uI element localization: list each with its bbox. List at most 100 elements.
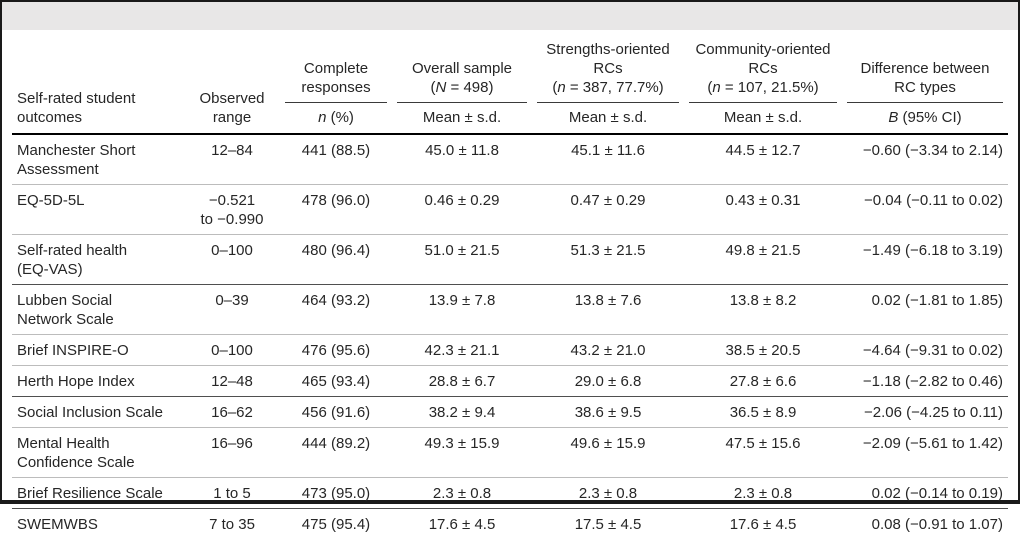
- cell-complete-n: 444 (89.2): [280, 428, 392, 478]
- cell-community-mean: 17.6 ± 4.5: [684, 509, 842, 539]
- table-frame: Self-rated student outcomes Observed ran…: [0, 0, 1020, 504]
- header-overall-group: Overall sample (N = 498): [397, 59, 527, 103]
- cell-community-mean: 0.43 ± 0.31: [684, 185, 842, 235]
- cell-strengths-mean: 49.6 ± 15.9: [532, 428, 684, 478]
- cell-overall-mean: 45.0 ± 11.8: [392, 134, 532, 185]
- header-complete-responses: Complete responses n (%): [280, 34, 392, 134]
- cell-outcome: Social Inclusion Scale: [12, 397, 184, 428]
- cell-complete-n: 464 (93.2): [280, 285, 392, 335]
- cell-difference-b: −0.60 (−3.34 to 2.14): [842, 134, 1008, 185]
- cell-strengths-mean: 45.1 ± 11.6: [532, 134, 684, 185]
- cell-range: −0.521 to −0.990: [184, 185, 280, 235]
- cell-complete-n: 478 (96.0): [280, 185, 392, 235]
- header-outcomes: Self-rated student outcomes: [12, 34, 184, 134]
- header-outcomes-label: Self-rated student outcomes: [17, 89, 179, 133]
- cell-outcome: Manchester Short Assessment: [12, 134, 184, 185]
- cell-overall-mean: 0.46 ± 0.29: [392, 185, 532, 235]
- table-row-social-inclusion: Social Inclusion Scale 16–62 456 (91.6) …: [12, 397, 1008, 428]
- header-community-paren: (n = 107, 21.5%): [689, 78, 837, 97]
- header-overall-paren: (N = 498): [397, 78, 527, 97]
- header-observed-range: Observed range: [184, 34, 280, 134]
- table-container: Self-rated student outcomes Observed ran…: [2, 30, 1018, 539]
- table-row-brief-resilience: Brief Resilience Scale 1 to 5 473 (95.0)…: [12, 478, 1008, 509]
- cell-difference-b: −1.18 (−2.82 to 0.46): [842, 366, 1008, 397]
- cell-overall-mean: 38.2 ± 9.4: [392, 397, 532, 428]
- cell-range: 7 to 35: [184, 509, 280, 539]
- cell-strengths-mean: 29.0 ± 6.8: [532, 366, 684, 397]
- cell-outcome: Brief INSPIRE-O: [12, 335, 184, 366]
- cell-difference-b: 0.02 (−1.81 to 1.85): [842, 285, 1008, 335]
- cell-community-mean: 36.5 ± 8.9: [684, 397, 842, 428]
- header-observed-range-label: Observed range: [189, 89, 275, 133]
- table-row-self-rated-health: Self-rated health (EQ-VAS) 0–100 480 (96…: [12, 235, 1008, 285]
- cell-complete-n: 456 (91.6): [280, 397, 392, 428]
- cell-difference-b: 0.02 (−0.14 to 0.19): [842, 478, 1008, 509]
- cell-community-mean: 27.8 ± 6.6: [684, 366, 842, 397]
- cell-outcome: Brief Resilience Scale: [12, 478, 184, 509]
- header-strengths-paren: (n = 387, 77.7%): [537, 78, 679, 97]
- cell-complete-n: 480 (96.4): [280, 235, 392, 285]
- header-complete-sub: n (%): [285, 103, 387, 133]
- cell-range: 16–96: [184, 428, 280, 478]
- cell-strengths-mean: 43.2 ± 21.0: [532, 335, 684, 366]
- cell-complete-n: 465 (93.4): [280, 366, 392, 397]
- cell-strengths-mean: 0.47 ± 0.29: [532, 185, 684, 235]
- outcomes-table: Self-rated student outcomes Observed ran…: [12, 34, 1008, 539]
- header-difference-group: Difference between RC types: [847, 59, 1003, 103]
- cell-range: 0–39: [184, 285, 280, 335]
- top-gray-band: [2, 2, 1018, 30]
- cell-range: 0–100: [184, 335, 280, 366]
- cell-community-mean: 38.5 ± 20.5: [684, 335, 842, 366]
- cell-outcome: Mental Health Confidence Scale: [12, 428, 184, 478]
- cell-strengths-mean: 38.6 ± 9.5: [532, 397, 684, 428]
- header-community-group: Community-oriented RCs (n = 107, 21.5%): [689, 40, 837, 103]
- cell-community-mean: 47.5 ± 15.6: [684, 428, 842, 478]
- cell-outcome: EQ-5D-5L: [12, 185, 184, 235]
- header-strengths-rcs: Strengths-oriented RCs (n = 387, 77.7%) …: [532, 34, 684, 134]
- cell-overall-mean: 17.6 ± 4.5: [392, 509, 532, 539]
- table-row-herth: Herth Hope Index 12–48 465 (93.4) 28.8 ±…: [12, 366, 1008, 397]
- cell-difference-b: −2.06 (−4.25 to 0.11): [842, 397, 1008, 428]
- cell-overall-mean: 49.3 ± 15.9: [392, 428, 532, 478]
- cell-range: 0–100: [184, 235, 280, 285]
- cell-strengths-mean: 51.3 ± 21.5: [532, 235, 684, 285]
- header-difference-sub: B (95% CI): [847, 103, 1003, 133]
- cell-difference-b: −1.49 (−6.18 to 3.19): [842, 235, 1008, 285]
- cell-outcome: Herth Hope Index: [12, 366, 184, 397]
- cell-outcome: Lubben Social Network Scale: [12, 285, 184, 335]
- header-overall-sample: Overall sample (N = 498) Mean ± s.d.: [392, 34, 532, 134]
- cell-strengths-mean: 2.3 ± 0.8: [532, 478, 684, 509]
- table-row-lubben: Lubben Social Network Scale 0–39 464 (93…: [12, 285, 1008, 335]
- table-row-swemwbs: SWEMWBS 7 to 35 475 (95.4) 17.6 ± 4.5 17…: [12, 509, 1008, 539]
- header-difference: Difference between RC types B (95% CI): [842, 34, 1008, 134]
- cell-outcome: Self-rated health (EQ-VAS): [12, 235, 184, 285]
- cell-complete-n: 441 (88.5): [280, 134, 392, 185]
- cell-difference-b: −0.04 (−0.11 to 0.02): [842, 185, 1008, 235]
- header-strengths-sub: Mean ± s.d.: [537, 103, 679, 133]
- cell-range: 12–84: [184, 134, 280, 185]
- header-strengths-group: Strengths-oriented RCs (n = 387, 77.7%): [537, 40, 679, 103]
- header-row: Self-rated student outcomes Observed ran…: [12, 34, 1008, 134]
- table-row-mental-health-confidence: Mental Health Confidence Scale 16–96 444…: [12, 428, 1008, 478]
- cell-overall-mean: 13.9 ± 7.8: [392, 285, 532, 335]
- cell-complete-n: 473 (95.0): [280, 478, 392, 509]
- table-row-eq5d5l: EQ-5D-5L −0.521 to −0.990 478 (96.0) 0.4…: [12, 185, 1008, 235]
- header-complete-group: Complete responses: [285, 59, 387, 103]
- cell-complete-n: 476 (95.6): [280, 335, 392, 366]
- cell-overall-mean: 28.8 ± 6.7: [392, 366, 532, 397]
- cell-overall-mean: 51.0 ± 21.5: [392, 235, 532, 285]
- header-community-rcs: Community-oriented RCs (n = 107, 21.5%) …: [684, 34, 842, 134]
- cell-community-mean: 13.8 ± 8.2: [684, 285, 842, 335]
- header-community-sub: Mean ± s.d.: [689, 103, 837, 133]
- cell-community-mean: 44.5 ± 12.7: [684, 134, 842, 185]
- cell-strengths-mean: 13.8 ± 7.6: [532, 285, 684, 335]
- table-row-inspire: Brief INSPIRE-O 0–100 476 (95.6) 42.3 ± …: [12, 335, 1008, 366]
- cell-difference-b: −2.09 (−5.61 to 1.42): [842, 428, 1008, 478]
- cell-range: 16–62: [184, 397, 280, 428]
- cell-overall-mean: 42.3 ± 21.1: [392, 335, 532, 366]
- table-row-manchester: Manchester Short Assessment 12–84 441 (8…: [12, 134, 1008, 185]
- cell-overall-mean: 2.3 ± 0.8: [392, 478, 532, 509]
- cell-complete-n: 475 (95.4): [280, 509, 392, 539]
- cell-range: 1 to 5: [184, 478, 280, 509]
- cell-difference-b: −4.64 (−9.31 to 0.02): [842, 335, 1008, 366]
